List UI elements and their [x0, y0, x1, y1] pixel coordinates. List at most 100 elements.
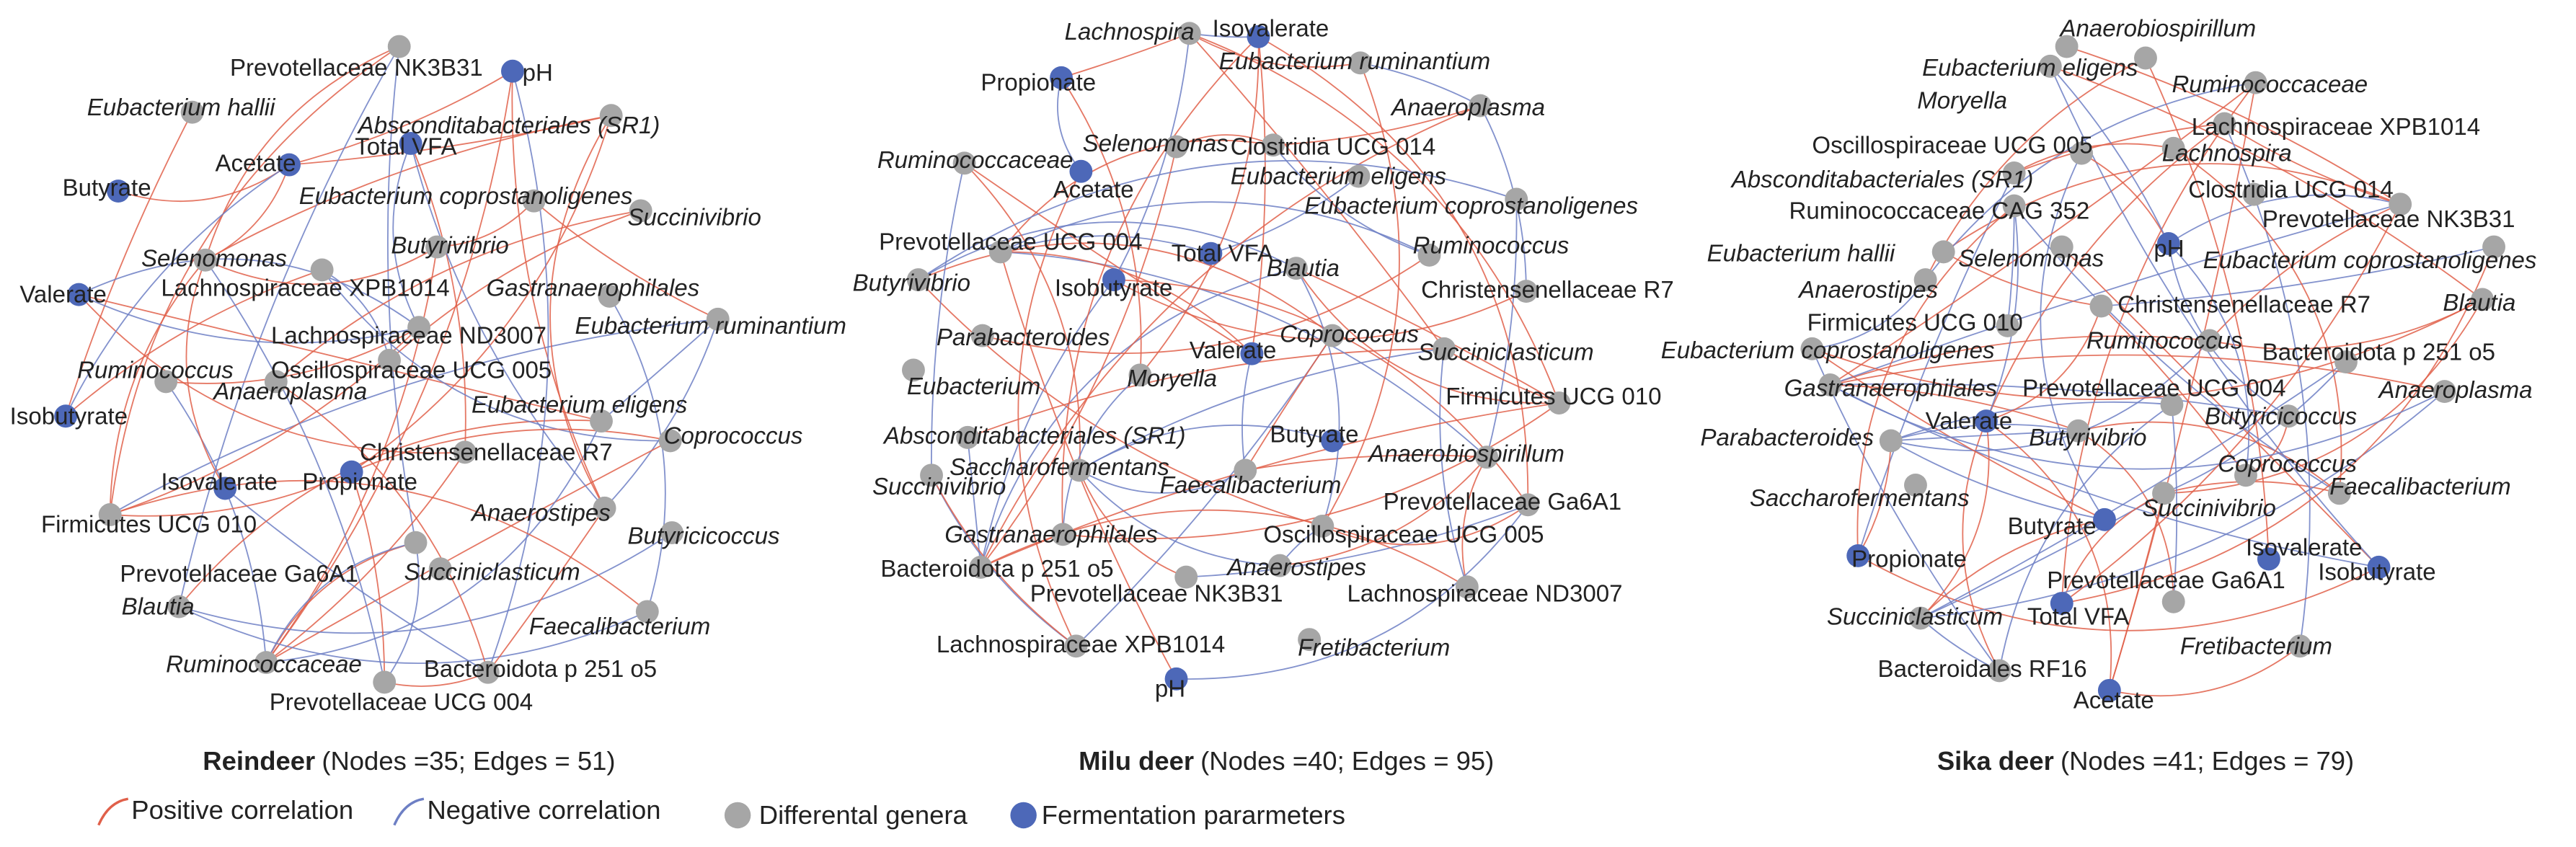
genus-node — [629, 199, 652, 223]
negative-edge — [487, 71, 549, 673]
genus-node — [2134, 46, 2157, 70]
positive-edge — [205, 246, 438, 285]
positive-edge — [1176, 134, 1274, 148]
negative-edge — [78, 258, 420, 328]
genus-node — [98, 503, 122, 526]
positive-edge — [351, 428, 670, 473]
negative-edge — [1000, 251, 1487, 458]
node-label: Succinivibrio — [2142, 495, 2275, 522]
negative-edge — [1000, 201, 1430, 256]
positive-edge — [1811, 348, 2105, 520]
node-label: Lachnospiraceae XPB1014 — [2192, 114, 2480, 141]
negative-edge — [2168, 243, 2250, 476]
node-label: Prevotellaceae Ga6A1 — [1384, 489, 1622, 515]
positive-edge — [2014, 143, 2174, 174]
parameter-node — [1240, 342, 1264, 365]
positive-edge — [265, 247, 438, 663]
positive-edge — [384, 671, 489, 687]
negative-edge — [78, 293, 420, 344]
positive-edge — [1857, 440, 1892, 556]
genus-node — [2161, 590, 2185, 613]
node-label: Anaerobiospirillum — [1367, 441, 1564, 468]
node-label: Anaerostipes — [1226, 554, 1366, 581]
node-label: Bacteroidota p 251 o5 — [2262, 339, 2495, 365]
genus-node — [1996, 314, 2019, 337]
node-label: Lachnospiraceae ND3007 — [1347, 580, 1623, 607]
node-label: Total VFA — [2027, 603, 2129, 630]
negative-edge — [1186, 504, 1528, 578]
genus-node — [2334, 350, 2358, 373]
negative-edge — [1920, 361, 2347, 619]
positive-edge — [2061, 203, 2401, 604]
legend-positive-icon — [97, 797, 129, 826]
negative-edge — [205, 260, 386, 683]
genus-node — [2038, 54, 2062, 78]
positive-edge — [2164, 299, 2483, 495]
genus-node — [1800, 337, 1824, 360]
positive-edge — [205, 164, 290, 261]
negative-edge — [321, 269, 670, 442]
genus-node — [378, 348, 402, 372]
negative-edge — [1986, 205, 2019, 422]
positive-edge — [2078, 421, 2340, 495]
node-label: Blautia — [1267, 255, 1340, 282]
positive-edge — [79, 293, 602, 422]
negative-edge — [1062, 374, 1141, 535]
parameter-node — [2257, 547, 2280, 571]
node-label: Anaerostipes — [470, 500, 611, 527]
positive-edge — [2061, 492, 2164, 604]
panel-title: Reindeer (Nodes =35; Edges = 51) — [203, 746, 615, 776]
positive-edge — [511, 71, 606, 509]
positive-edge — [2061, 247, 2495, 604]
positive-edge — [1251, 36, 1266, 354]
labels: pH Total VFA Acetate Butyrate Valerate Isobut… — [10, 15, 2537, 715]
positive-edge — [1245, 454, 1487, 471]
positive-edge — [963, 162, 1081, 471]
node-label: Faecalibacterium — [1160, 472, 1342, 499]
genus-node — [902, 358, 925, 382]
positive-edge — [2223, 123, 2401, 205]
positive-edge — [487, 507, 606, 673]
genus-node — [658, 429, 682, 453]
positive-edge — [2050, 66, 2483, 301]
genus-node — [969, 555, 993, 579]
negative-edge — [1272, 144, 1430, 256]
node-label: Acetate — [2073, 687, 2154, 714]
node-label: Butyrate — [63, 175, 151, 202]
genus-node — [598, 284, 621, 308]
negative-edge — [1812, 279, 1926, 350]
genus-node — [2244, 71, 2267, 94]
genus-node — [2277, 404, 2301, 428]
legend-parameter-icon — [1010, 802, 1037, 829]
negative-edge — [384, 542, 420, 683]
positive-edge — [1856, 205, 2015, 556]
positive-edge — [265, 71, 513, 663]
genus-node — [1164, 135, 1188, 159]
node-label: Bacteroidota p 251 o5 — [424, 656, 657, 683]
node-label: Absconditabacteriales (SR1) — [1730, 167, 2034, 193]
positive-edge — [918, 279, 1323, 527]
panel-stats: (Nodes =35; Edges = 51) — [322, 746, 615, 776]
positive-edge — [1061, 36, 1260, 535]
negative-edge — [392, 143, 420, 328]
genus-node — [264, 370, 288, 394]
genus-node — [906, 268, 930, 292]
positive-edge — [982, 254, 1430, 355]
parameter-node — [107, 179, 130, 203]
positive-edge — [1189, 32, 1445, 350]
negative-edge — [322, 269, 390, 360]
genus-node — [425, 235, 449, 259]
parameter-node — [1247, 25, 1270, 48]
node-label: Fretibacterium — [2180, 633, 2332, 660]
node-label: Firmicutes UCG 010 — [1807, 309, 2023, 336]
genus-node — [920, 464, 943, 487]
node-label: Butyrate — [1270, 421, 1358, 448]
node-label: Coprococcus — [664, 423, 803, 450]
parameter-node — [1846, 544, 1870, 567]
node-label: Prevotellaceae UCG 004 — [879, 229, 1142, 256]
node-label: Prevotellaceae Ga6A1 — [2047, 567, 2285, 594]
node-label: Succinivibrio — [872, 474, 1006, 500]
node-label: Anaeroplasma — [212, 378, 367, 405]
legend: Positive correlation Negative correlatio… — [97, 795, 1345, 830]
genus-node — [2002, 161, 2026, 185]
